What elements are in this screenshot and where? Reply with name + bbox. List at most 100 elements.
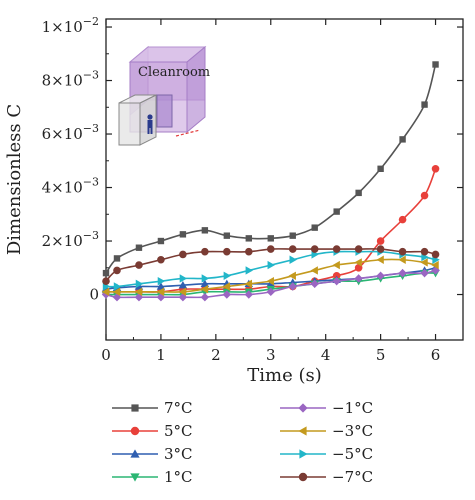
data-point (223, 271, 232, 280)
data-point (289, 232, 296, 239)
data-point (310, 245, 319, 253)
data-point (135, 244, 143, 251)
y-axis-title: Dimensionless C (4, 104, 25, 255)
data-point (420, 191, 429, 200)
legend-entry: −1°C (280, 399, 373, 417)
x-tick-label: 5 (376, 346, 386, 364)
data-point (245, 266, 253, 275)
data-point (113, 266, 121, 275)
legend-label: −7°C (332, 468, 373, 486)
data-point (310, 279, 319, 289)
data-point (420, 268, 429, 278)
data-point (244, 290, 253, 299)
legend-label: 3°C (164, 445, 193, 463)
data-point (244, 279, 252, 289)
data-point (156, 287, 165, 297)
x-tick-label: 2 (211, 346, 221, 364)
data-point (157, 276, 166, 286)
data-point (113, 255, 121, 262)
legend-marker (298, 472, 308, 482)
data-point (289, 255, 297, 264)
data-point (354, 258, 362, 267)
data-point (156, 282, 166, 290)
legend-marker (130, 426, 140, 436)
data-point (376, 245, 385, 253)
data-point (399, 136, 406, 143)
data-point (376, 255, 384, 264)
data-point (288, 271, 296, 280)
legend-marker (131, 404, 139, 412)
legend-entry: 5°C (112, 422, 193, 440)
data-point (266, 276, 274, 286)
legend-label: 5°C (164, 422, 193, 440)
data-point (157, 255, 165, 264)
data-point (288, 282, 297, 291)
data-point (179, 250, 187, 259)
data-point (201, 247, 209, 256)
data-point (431, 250, 440, 259)
data-point (134, 287, 143, 297)
y-tick-label: 1×10−2 (42, 15, 99, 36)
series-2 (102, 165, 440, 296)
data-point (200, 293, 210, 302)
data-point (179, 231, 187, 238)
data-point (245, 247, 253, 256)
data-point (102, 277, 110, 285)
data-point (135, 279, 144, 289)
data-point (266, 245, 275, 253)
legend-entry: 7°C (112, 399, 193, 417)
legend-label: −5°C (332, 445, 373, 463)
series-5 (101, 266, 440, 302)
data-point (200, 279, 210, 288)
data-point (377, 165, 384, 172)
data-point (376, 237, 385, 245)
data-point (332, 260, 340, 270)
data-point (355, 189, 362, 197)
data-point (398, 255, 406, 264)
data-point (333, 208, 340, 215)
legend-entry: −7°C (280, 468, 373, 486)
legend-label: −3°C (332, 422, 373, 440)
y-tick-label: 2×10−3 (42, 229, 99, 250)
data-point (267, 235, 274, 242)
x-tick-label: 0 (101, 346, 111, 364)
data-point (201, 274, 210, 283)
data-point (223, 247, 231, 256)
legend-label: 1°C (164, 468, 193, 486)
legend-entry: −5°C (280, 445, 373, 463)
y-tick-label: 8×10−3 (42, 69, 99, 90)
legend-marker (298, 426, 307, 436)
data-point (222, 290, 232, 299)
data-point (178, 287, 187, 297)
data-point (102, 269, 110, 277)
x-tick-label: 6 (431, 346, 441, 364)
data-point (420, 258, 428, 267)
y-tick-label: 6×10−3 (42, 122, 99, 143)
data-point (222, 282, 231, 291)
data-point (376, 271, 385, 280)
legend-entry: −3°C (280, 422, 373, 440)
data-point (201, 227, 209, 234)
data-point (135, 261, 143, 269)
x-tick-label: 1 (156, 346, 166, 364)
data-point (267, 260, 275, 270)
legend-marker (298, 403, 308, 413)
cleanroom-inset-illustration: Cleanroom (118, 45, 210, 146)
data-point (310, 266, 318, 275)
data-point (223, 232, 231, 239)
data-point (398, 268, 407, 278)
legend-marker (130, 473, 140, 482)
data-point (157, 237, 165, 245)
data-point (266, 287, 275, 297)
series-1 (102, 61, 439, 277)
series-8 (102, 245, 440, 285)
data-point (420, 247, 429, 256)
data-point (200, 284, 209, 294)
data-point (332, 276, 341, 286)
data-point (245, 235, 252, 242)
data-point (332, 245, 341, 253)
x-axis-title: Time (s) (247, 365, 322, 386)
y-tick-label: 4×10−3 (42, 176, 99, 197)
data-point (421, 101, 428, 108)
